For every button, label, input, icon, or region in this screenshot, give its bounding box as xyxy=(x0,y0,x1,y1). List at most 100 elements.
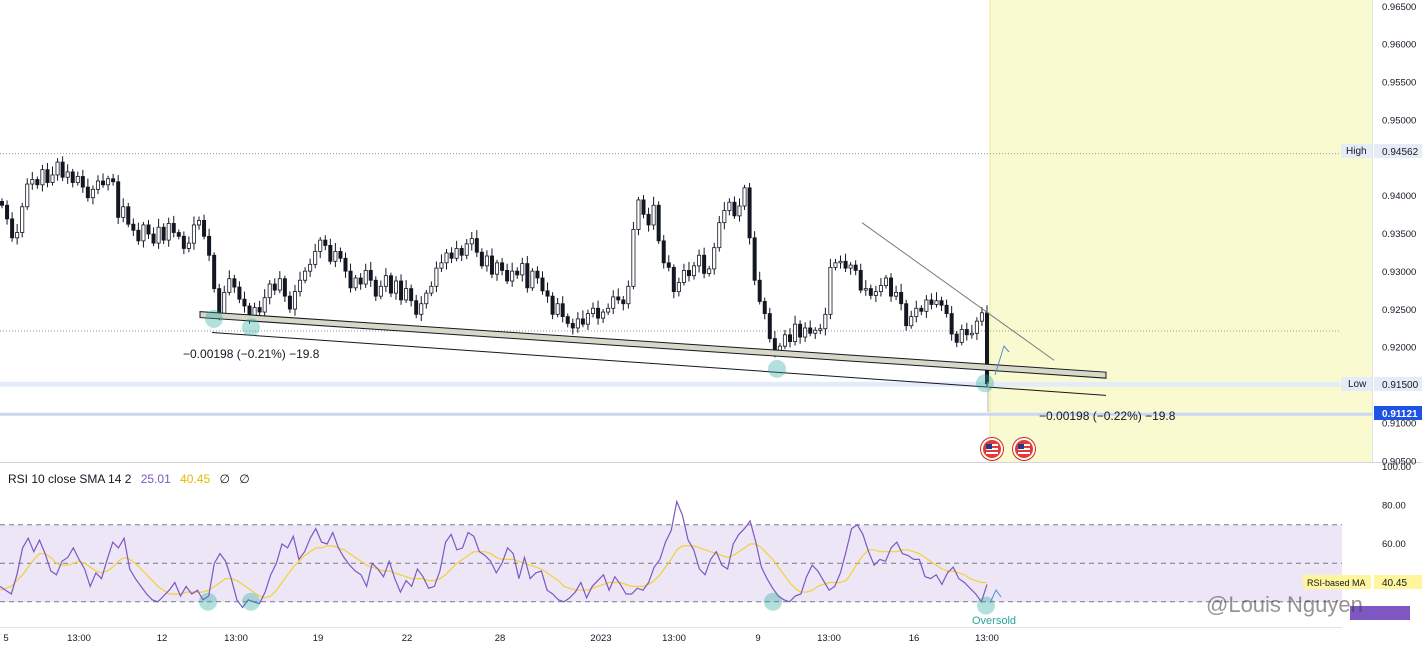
candle-body xyxy=(444,252,449,264)
candle-body xyxy=(454,248,459,259)
candle-body xyxy=(515,270,520,276)
candle-body xyxy=(878,285,883,293)
candle xyxy=(70,168,75,188)
candle xyxy=(262,289,267,316)
candle-body xyxy=(80,176,85,188)
candle xyxy=(883,274,888,289)
candle xyxy=(833,258,838,271)
candle xyxy=(838,255,843,269)
candle-body xyxy=(894,291,899,297)
candle-body xyxy=(525,263,530,289)
candle-body xyxy=(176,232,181,237)
candle xyxy=(424,290,429,309)
candle-body xyxy=(909,316,914,327)
candle-body xyxy=(409,288,414,302)
candle xyxy=(328,238,333,265)
candle-body xyxy=(808,327,813,334)
candle-body xyxy=(469,238,474,245)
candle-body xyxy=(767,313,772,339)
candle-body xyxy=(979,312,984,322)
candle-body xyxy=(111,178,116,183)
candle-body xyxy=(853,264,858,271)
candle-body xyxy=(757,279,762,302)
candle-body xyxy=(388,275,393,294)
candle xyxy=(762,297,767,320)
rsi-null-2: ∅ xyxy=(239,472,250,486)
candle xyxy=(141,221,146,248)
us-flag-event-icon[interactable] xyxy=(981,438,1003,460)
candle-body xyxy=(323,239,328,246)
candle xyxy=(510,262,515,287)
candle xyxy=(232,274,237,293)
candle xyxy=(45,162,50,188)
candle xyxy=(191,216,196,250)
axes: 0.96500 0.96000 0.95500 0.95000 0.94000 0.935… xyxy=(3,2,1416,644)
candle-body xyxy=(449,252,454,259)
candle-body xyxy=(338,251,343,259)
projection-zone xyxy=(990,0,1372,462)
candle-body xyxy=(550,295,555,315)
candle xyxy=(727,198,732,216)
candle-body xyxy=(65,171,70,178)
candle xyxy=(35,176,40,189)
candle-body xyxy=(116,181,121,218)
rsi-tick-label: 100.00 xyxy=(1382,462,1411,473)
time-tick-label: 12 xyxy=(157,633,168,644)
us-flag-event-icon[interactable] xyxy=(1013,438,1035,460)
rsi-ma-legend-value: 40.45 xyxy=(180,472,211,486)
candle xyxy=(676,277,681,297)
candle xyxy=(616,288,621,304)
candle-body xyxy=(681,269,686,283)
candle xyxy=(95,175,100,195)
time-tick-label: 13:00 xyxy=(975,633,999,644)
candle-body xyxy=(287,295,292,310)
candle xyxy=(459,245,464,262)
candle xyxy=(904,299,909,331)
candle-body xyxy=(303,270,308,281)
candle-body xyxy=(35,179,40,186)
candle xyxy=(757,271,762,305)
candle xyxy=(979,307,984,326)
rsi-value-box xyxy=(1350,606,1410,620)
candle xyxy=(237,281,242,304)
candle xyxy=(646,207,651,232)
candle-body xyxy=(974,320,979,334)
candle-body xyxy=(60,161,65,178)
candle xyxy=(171,215,176,238)
candle-body xyxy=(848,264,853,269)
candle xyxy=(439,254,444,273)
candle-body xyxy=(788,334,793,343)
candle xyxy=(631,221,636,290)
current-price-value: 0.91121 xyxy=(1382,409,1418,420)
candle-body xyxy=(298,279,303,293)
candle xyxy=(641,195,646,219)
rsi-ma-label-box xyxy=(1303,575,1371,589)
candle-body xyxy=(313,251,318,265)
candle-body xyxy=(191,224,196,244)
candle xyxy=(585,309,590,330)
candle-body xyxy=(242,298,247,307)
candle xyxy=(944,299,949,318)
candle-body xyxy=(434,267,439,287)
candle xyxy=(848,262,853,275)
candle xyxy=(823,307,828,336)
candle-body xyxy=(121,206,126,218)
candle-body xyxy=(939,300,944,306)
candle xyxy=(671,264,676,299)
candle xyxy=(656,201,661,244)
time-tick-label: 19 xyxy=(313,633,324,644)
candle xyxy=(5,200,10,225)
candle-body xyxy=(50,174,55,183)
last-candle-body xyxy=(985,313,989,385)
candle xyxy=(692,261,697,280)
candle xyxy=(545,282,550,303)
candle-body xyxy=(161,226,166,241)
candle xyxy=(166,217,171,247)
candle-body xyxy=(217,288,222,314)
candle-body xyxy=(631,229,636,287)
candle xyxy=(388,272,393,298)
candle xyxy=(530,268,535,291)
candle-body xyxy=(868,288,873,296)
candle xyxy=(85,178,90,202)
